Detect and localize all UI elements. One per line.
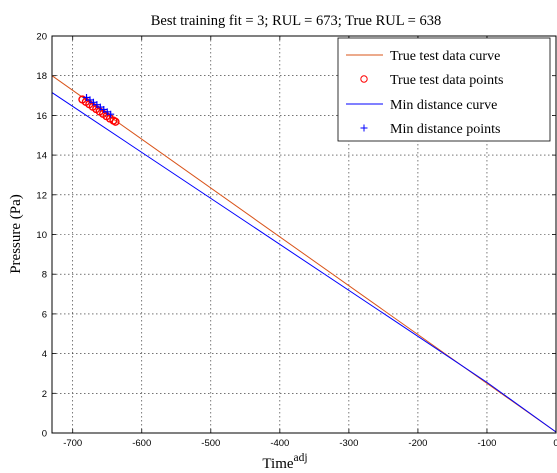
y-tick-label: 12 [36,190,47,201]
series-min-distance-curve [51,92,557,433]
legend: True test data curve True test data poin… [337,37,551,142]
x-tick-label: -400 [270,438,289,449]
chart-title: Best training fit = 3; RUL = 673; True R… [151,13,442,29]
legend-label-min-curve: Min distance curve [390,98,497,113]
y-tick-label: 2 [42,389,47,400]
x-tick-label: -100 [477,438,496,449]
data-point [111,117,120,126]
x-axis-label-main: Time [262,456,293,472]
legend-swatch-min-points [360,124,368,132]
x-tick-label: -600 [132,438,151,449]
y-tick-label: 20 [36,32,47,43]
series-min-distance-points [83,94,115,118]
legend-label-true-points: True test data points [390,73,503,88]
x-tick-label: -700 [63,438,82,449]
y-tick-label: 6 [42,309,47,320]
x-tick-label: 0 [553,438,557,449]
y-tick-label: 4 [42,349,47,360]
x-tick-label: -300 [339,438,358,449]
x-axis-ticks: -700 -600 -500 -400 -300 -200 -100 0 [63,36,557,449]
y-tick-label: 10 [36,230,47,241]
x-tick-label: -200 [408,438,427,449]
y-tick-label: 0 [42,429,47,440]
y-axis-label: Pressure (Pa) [8,194,24,274]
y-axis-ticks: 0 2 4 6 8 10 12 14 16 18 20 [36,32,556,440]
plot-frame [51,35,557,434]
series-true-test-data-points [78,95,120,126]
data-point [107,110,115,118]
y-tick-label: 18 [36,71,47,82]
x-axis-label: Timeadj [262,452,307,472]
y-tick-label: 14 [36,151,47,162]
y-tick-label: 8 [42,270,47,281]
x-axis-label-superscript: adj [294,452,308,464]
x-tick-label: -500 [201,438,220,449]
y-tick-label: 16 [36,111,47,122]
series-layer [51,75,557,433]
legend-swatch-true-points [360,75,368,83]
legend-label-min-points: Min distance points [390,122,500,137]
legend-label-true-curve: True test data curve [390,49,500,64]
